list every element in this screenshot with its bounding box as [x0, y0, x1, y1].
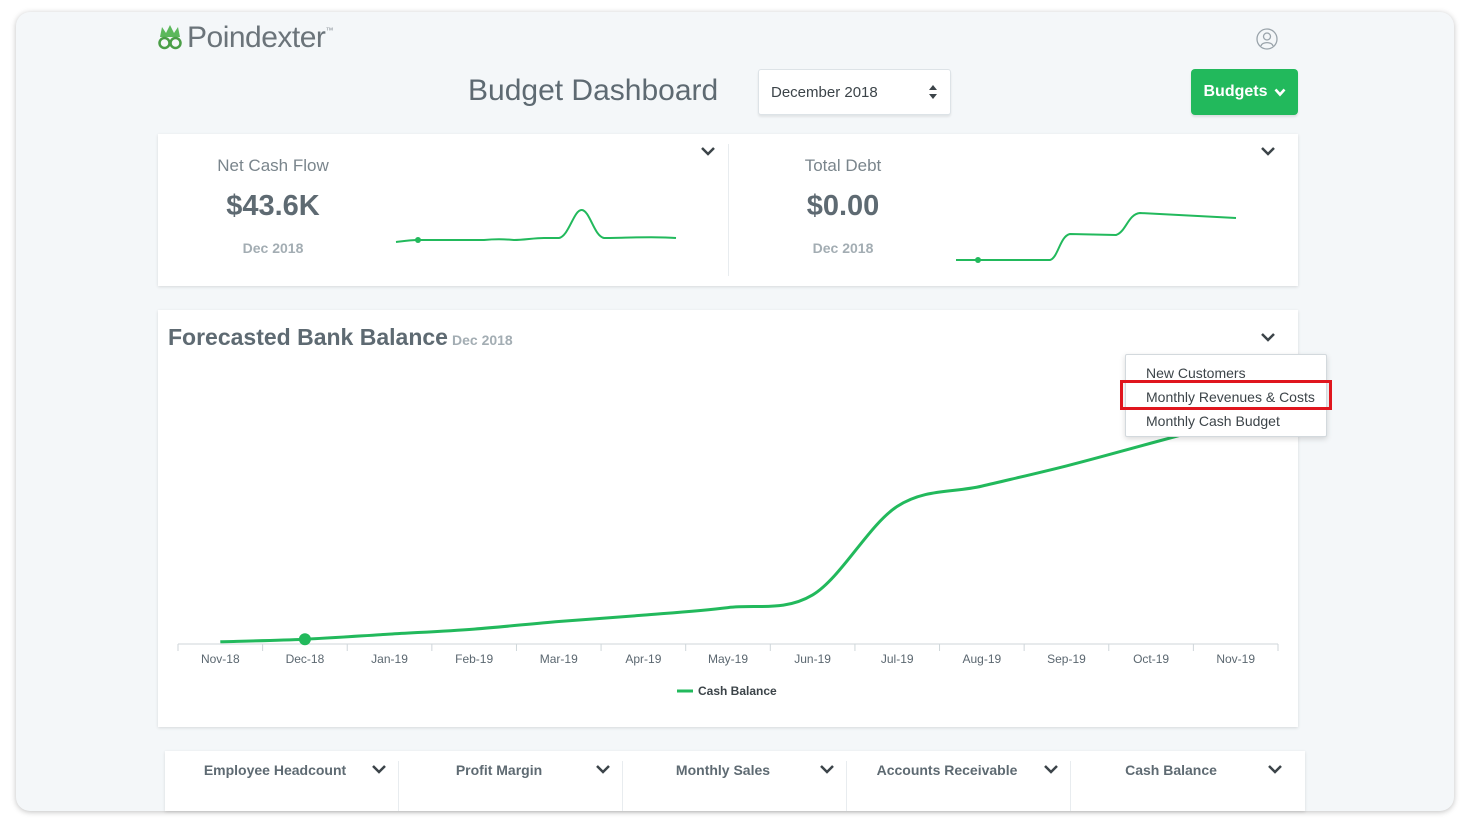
menu-item-new-customers[interactable]: New Customers [1146, 365, 1246, 381]
tile-cash-balance[interactable]: Cash Balance [1071, 751, 1295, 811]
chevron-down-icon[interactable] [1043, 764, 1059, 774]
chevron-down-icon[interactable] [700, 146, 716, 156]
forecast-title: Forecasted Bank Balance [168, 324, 448, 350]
tile-divider [1070, 761, 1071, 811]
page-title: Budget Dashboard [468, 74, 719, 107]
x-tick-label: Nov-19 [1216, 652, 1255, 666]
kpi-divider [728, 144, 729, 276]
x-tick-label: Sep-19 [1047, 652, 1086, 666]
tile-label: Accounts Receivable [876, 762, 1018, 778]
total-debt-sparkline [956, 211, 1237, 263]
series-line-cash-balance [220, 418, 1237, 644]
poindexter-logo-icon [158, 25, 182, 50]
period-select[interactable]: December 2018 [758, 69, 951, 115]
tile-label: Employee Headcount [203, 762, 347, 778]
menu-item-monthly-revenues-costs[interactable]: Monthly Revenues & Costs [1146, 389, 1315, 405]
select-arrows-icon [929, 85, 937, 99]
forecast-chart: Nov-18 Dec-18 Jan-19 Feb-19 Mar-19 Apr-19 May-… [177, 418, 1279, 698]
kpi-date: Dec 2018 [812, 240, 874, 256]
kpi-value: $43.6K [226, 190, 320, 222]
kpi-label: Net Cash Flow [217, 156, 329, 175]
tile-label: Monthly Sales [675, 762, 771, 778]
chevron-down-icon[interactable] [595, 764, 611, 774]
x-tick-label: Mar-19 [540, 652, 578, 666]
x-tick-label: Aug-19 [962, 652, 1001, 666]
chevron-down-icon[interactable] [819, 764, 835, 774]
net-cash-flow-sparkline [395, 209, 677, 243]
kpi-net-cash-flow: Net Cash Flow $43.6K Dec 2018 [158, 134, 728, 286]
tile-label: Profit Margin [455, 762, 543, 778]
forecast-options-menu: New Customers Monthly Revenues & Costs M… [1125, 354, 1327, 437]
budgets-button[interactable]: Budgets [1191, 69, 1298, 115]
period-select-value: December 2018 [771, 83, 878, 101]
user-profile-icon[interactable] [1256, 28, 1278, 50]
x-tick-label: Nov-18 [201, 652, 240, 666]
tile-employee-headcount[interactable]: Employee Headcount [175, 751, 399, 811]
tile-profit-margin[interactable]: Profit Margin [399, 751, 623, 811]
kpi-label: Total Debt [804, 156, 882, 175]
chevron-down-icon[interactable] [371, 764, 387, 774]
kpi-total-debt: Total Debt $0.00 Dec 2018 [728, 134, 1298, 286]
x-tick-label: May-19 [708, 652, 748, 666]
chevron-down-icon[interactable] [1260, 332, 1276, 342]
chevron-down-icon[interactable] [1260, 146, 1276, 156]
tile-divider [622, 761, 623, 811]
kpi-value: $0.00 [806, 190, 880, 222]
budgets-button-label: Budgets [1203, 83, 1268, 100]
x-tick-label: Apr-19 [625, 652, 661, 666]
kpi-card: Net Cash Flow $43.6K Dec 2018 Total Debt… [158, 134, 1298, 286]
x-tick-label: Jul-19 [881, 652, 914, 666]
menu-item-monthly-cash-budget[interactable]: Monthly Cash Budget [1146, 413, 1280, 429]
x-tick-label: Jun-19 [794, 652, 831, 666]
tile-monthly-sales[interactable]: Monthly Sales [623, 751, 847, 811]
chevron-down-icon [1274, 88, 1285, 96]
x-tick-label: Dec-18 [286, 652, 325, 666]
brand-name: Poindexter [187, 21, 326, 54]
tile-label: Cash Balance [1125, 762, 1217, 778]
forecast-card: Forecasted Bank Balance Dec 2018 Nov-18 D… [158, 310, 1298, 727]
kpi-date: Dec 2018 [242, 240, 304, 256]
forecast-date: Dec 2018 [452, 332, 513, 348]
trademark: ™ [325, 26, 334, 35]
legend-label: Cash Balance [698, 684, 777, 698]
x-tick-label: Oct-19 [1133, 652, 1169, 666]
bottom-tiles-card: Employee Headcount Profit Margin Monthly… [165, 751, 1305, 811]
tile-accounts-receivable[interactable]: Accounts Receivable [847, 751, 1071, 811]
chevron-down-icon[interactable] [1267, 764, 1283, 774]
x-tick-label: Feb-19 [455, 652, 493, 666]
x-tick-label: Jan-19 [371, 652, 408, 666]
tile-divider [398, 761, 399, 811]
tile-divider [846, 761, 847, 811]
data-point-highlight [298, 633, 311, 646]
poindexter-logo[interactable]: Poindexter ™ [157, 22, 333, 54]
